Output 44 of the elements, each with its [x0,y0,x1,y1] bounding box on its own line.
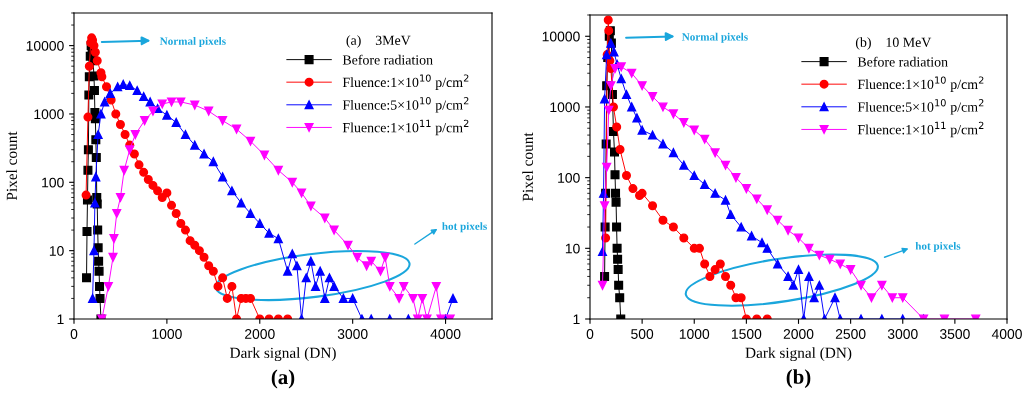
annotation: Normal pixels [681,32,748,43]
text: (b) [786,369,811,389]
x-tick-label: 4000 [991,329,1022,339]
x-tick-label: 2000 [783,329,814,339]
y-tick-label: 1000 [34,109,64,120]
legend-title: (b) 10 MeV [855,37,932,50]
x-tick-label: 2500 [835,329,866,339]
y-tick-label: 100 [558,172,580,183]
legend-label: Before radiation [342,54,433,65]
annotation: Normal pixels [159,37,226,48]
y-tick-label: 1 [57,314,64,325]
x-tick-label: 4000 [430,329,461,339]
legend-label: Fluence:5×10$^{10}$ p/cm$^{2}$ [342,97,469,113]
x-tick-label: 2000 [245,329,275,339]
x-axis-title: Dark signal (DN) [229,347,336,362]
x-tick-label: 1000 [152,329,182,339]
legend-label: Fluence:1×10$^{11}$ p/cm$^{2}$ [857,121,984,138]
x-tick-label: 0 [586,329,594,339]
x-tick-label: 3500 [939,329,970,339]
x-tick-label: 0 [70,329,78,339]
y-tick-label: 10000 [26,40,64,51]
x-tick-label: 500 [631,329,654,339]
y-tick-label: 100 [42,177,64,188]
y-axis-title: Pixel count [522,132,533,202]
y-tick-label: 10 [565,243,580,254]
legend-label: Fluence:1×10$^{10}$ p/cm$^{2}$ [857,76,984,92]
x-tick-label: 3000 [337,329,368,339]
x-tick-label: 3000 [887,329,918,339]
annotation: hot pixels [915,241,961,252]
legend-label: Before radiation [857,56,948,67]
legend-label: Fluence:1×10$^{10}$ p/cm$^{2}$ [342,74,469,90]
annotation: hot pixels [442,222,487,233]
x-tick-label: 1500 [731,329,762,339]
text: (a) [271,369,295,389]
y-tick-label: 10 [49,245,64,256]
y-axis-title: Pixel count [6,131,17,201]
legend-title: (a) 3MeV [346,35,411,48]
y-tick-label: 1000 [550,102,580,113]
x-axis-title: Dark signal (DN) [745,347,852,362]
legend-label: Fluence:1×10$^{11}$ p/cm$^{2}$ [342,119,469,136]
x-tick-label: 1000 [679,329,710,339]
y-tick-label: 10000 [542,31,580,42]
legend-label: Fluence:5×10$^{10}$ p/cm$^{2}$ [857,99,984,115]
y-tick-label: 1 [573,314,580,325]
